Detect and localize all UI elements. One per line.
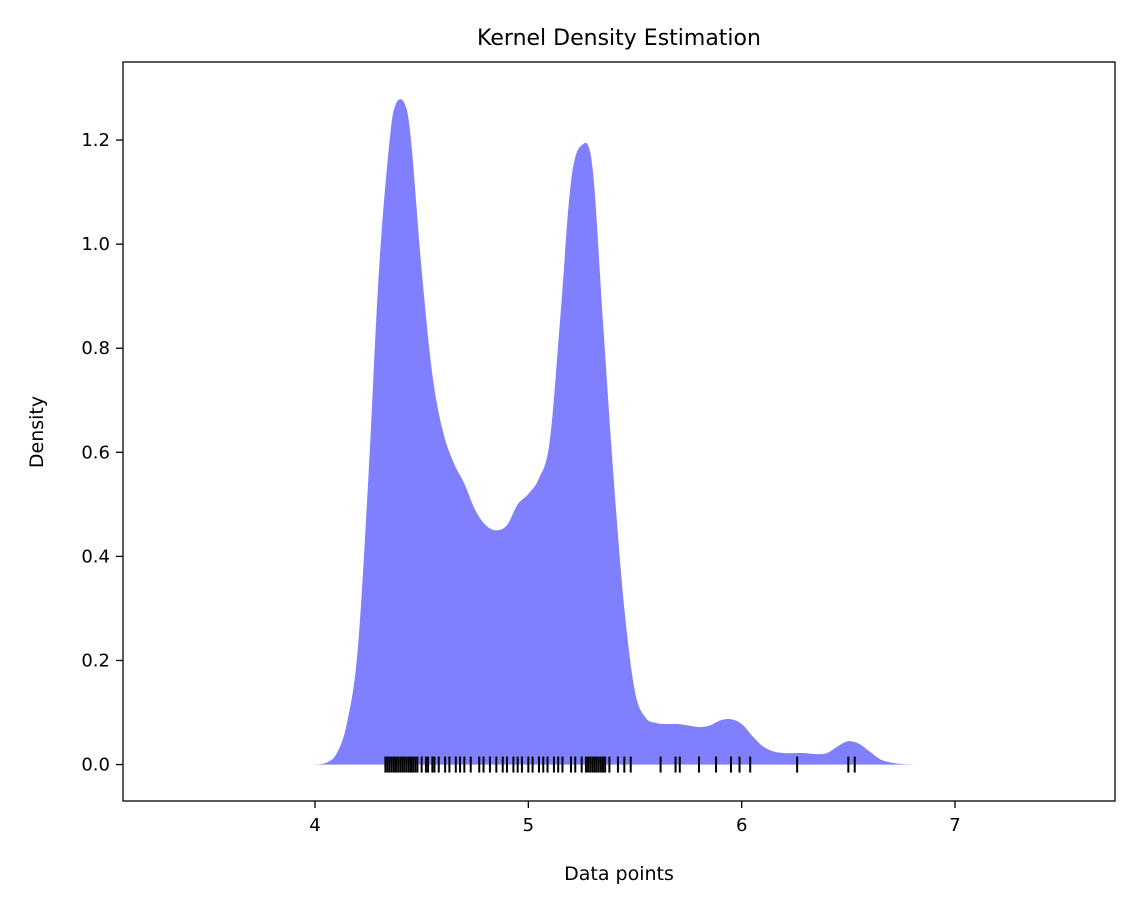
plot-area — [315, 99, 913, 773]
y-tick-label-4: 0.8 — [81, 338, 110, 359]
y-tick-label-3: 0.6 — [81, 442, 110, 463]
x-tick-label-1: 5 — [523, 815, 534, 836]
y-tick-label-0: 0.0 — [81, 755, 110, 776]
density-area — [315, 99, 913, 765]
x-tick-label-2: 6 — [736, 815, 747, 836]
axes-frame — [122, 61, 1116, 802]
y-tick-label-6: 1.2 — [81, 130, 110, 151]
chart-title: Kernel Density Estimation — [477, 26, 761, 51]
y-axis-label: Density — [26, 396, 48, 468]
x-tick-label-3: 7 — [949, 815, 960, 836]
x-axis-label: Data points — [564, 863, 674, 885]
y-tick-label-5: 1.0 — [81, 234, 110, 255]
y-tick-label-1: 0.2 — [81, 650, 110, 671]
y-axis-ticks: 0.0 0.2 0.4 0.6 0.8 1.0 1.2 — [81, 130, 123, 776]
rug-marks — [384, 756, 856, 773]
x-tick-label-0: 4 — [309, 815, 320, 836]
y-tick-label-2: 0.4 — [81, 546, 110, 567]
x-axis-ticks: 4 5 6 7 — [309, 801, 961, 836]
